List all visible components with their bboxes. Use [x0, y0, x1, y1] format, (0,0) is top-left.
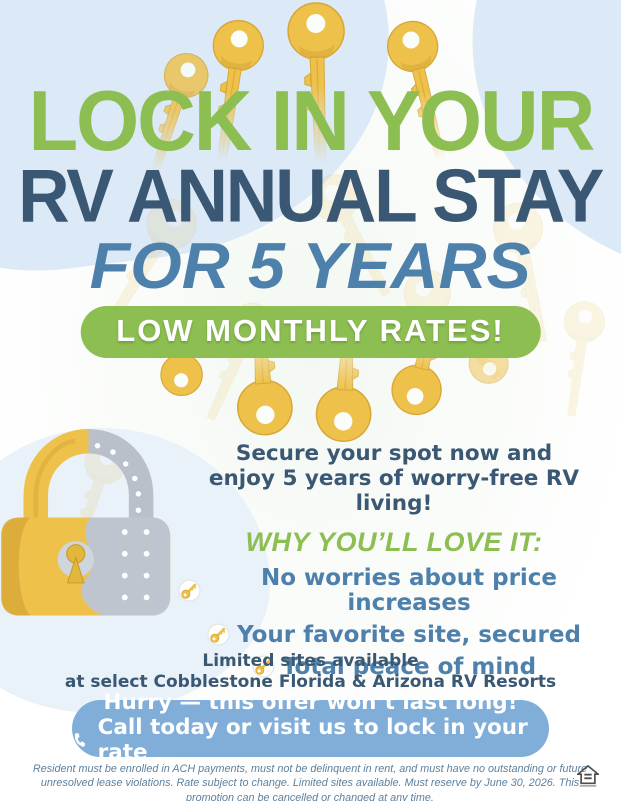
availability-note: Limited sites available at select Cobble… [0, 651, 621, 692]
cta-line-1: Hurry — this offer won’t last long! [103, 690, 518, 716]
availability-line-1: Limited sites available [202, 651, 419, 671]
headline-for-5-years: FOR 5 YEARS [89, 230, 532, 303]
benefit-item: No worries about price increases [178, 565, 610, 616]
cta-call-text: Call today or visit us to lock in your r… [97, 715, 528, 765]
phone-icon [74, 733, 86, 748]
benefit-label: No worries about price increases [260, 565, 558, 616]
availability-line-2: at select Cobblestone Florida & Arizona … [64, 672, 557, 692]
fine-print: Resident must be enrolled in ACH payment… [32, 763, 588, 801]
benefit-item: Total peace of mind [178, 655, 610, 679]
key-icon [252, 655, 275, 678]
key-icon [178, 579, 201, 602]
padlock-illustration [1, 428, 171, 616]
headline-lock-in-your: LOCK IN YOUR [28, 73, 595, 170]
benefit-label: Your favorite site, secured [237, 621, 581, 648]
low-monthly-rates-badge: LOW MONTHLY RATES! [80, 306, 541, 358]
intro-line-1: Secure your spot now and [235, 441, 553, 466]
benefit-label: Total peace of mind [281, 653, 537, 680]
equal-housing-logo [577, 764, 599, 787]
key-icon [207, 623, 230, 646]
intro-line-2: enjoy 5 years of worry-free RV living! [208, 466, 580, 517]
cta-banner: Hurry — this offer won’t last long! Call… [72, 691, 549, 765]
benefit-item: Your favorite site, secured [178, 623, 610, 647]
headline-rv-annual-stay: RV ANNUAL STAY [18, 154, 604, 238]
benefits-column: Secure your spot now and enjoy 5 years o… [178, 441, 610, 687]
cta-line-2: Call today or visit us to lock in your r… [72, 715, 549, 765]
benefits-heading: WHY YOU’LL LOVE IT: [245, 527, 543, 558]
